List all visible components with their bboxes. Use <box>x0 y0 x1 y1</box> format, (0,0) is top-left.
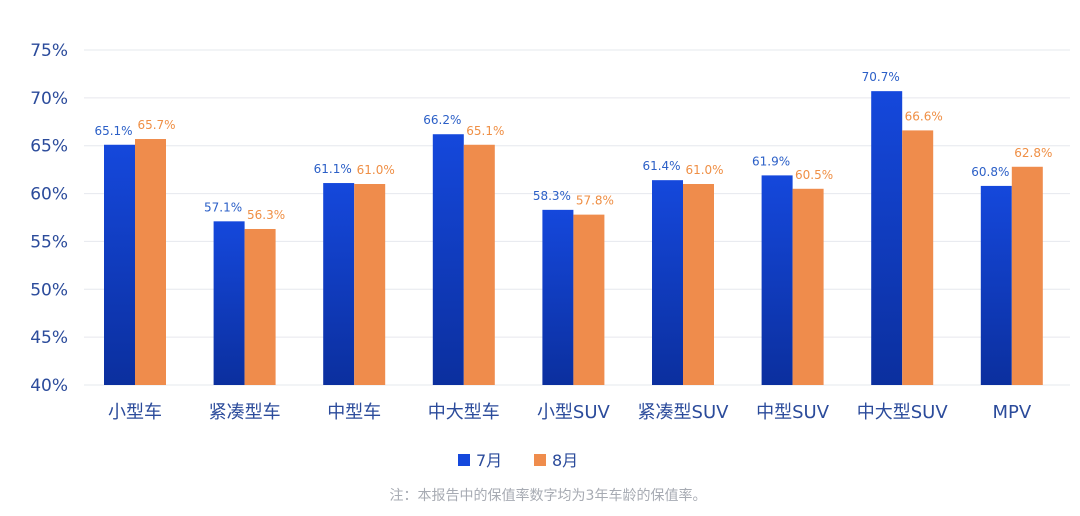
bar-july <box>871 91 903 386</box>
y-tick-label: 75% <box>30 41 68 61</box>
data-label: 58.3% <box>533 189 571 203</box>
bar-july <box>761 175 793 385</box>
bar-july <box>542 209 574 385</box>
data-label: 60.8% <box>971 165 1009 179</box>
legend-swatch <box>458 454 470 466</box>
bar-august <box>463 144 495 385</box>
y-axis-ticks: 75% 70% 65% 60% 55% 50% 45% 40% <box>30 41 68 396</box>
y-tick-label: 50% <box>30 280 68 300</box>
x-axis-ticks: 小型车 紧凑型车 中型车 中大型车 小型SUV 紧凑型SUV 中型SUV 中大型SUV MPV <box>108 402 1032 423</box>
bar-july <box>104 144 135 385</box>
bar-july <box>652 180 683 385</box>
chart-note: 注：本报告中的保值率数字均为3年车龄的保值率。 <box>390 487 707 504</box>
x-tick-label: 小型SUV <box>537 402 611 423</box>
x-tick-label: 小型车 <box>108 402 162 423</box>
data-label: 65.1% <box>466 124 504 138</box>
bar-july <box>213 221 245 385</box>
data-label: 60.5% <box>795 168 833 182</box>
legend-label: 7月 <box>476 451 502 470</box>
data-label: 62.8% <box>1014 146 1052 160</box>
y-tick-label: 45% <box>30 328 68 348</box>
data-label: 57.1% <box>204 200 242 214</box>
data-labels: 65.1% 65.7% 57.1% 56.3% 61.1% 61.0% 66.2% 65.1%… <box>94 70 1052 222</box>
data-label: 57.8% <box>576 194 614 208</box>
bar-july <box>323 183 355 385</box>
data-label: 61.0% <box>685 163 723 177</box>
bar-august <box>792 188 824 385</box>
data-label: 65.1% <box>94 124 132 138</box>
bar-august <box>902 130 934 385</box>
y-tick-label: 65% <box>30 137 68 157</box>
data-label: 70.7% <box>862 70 900 84</box>
bars <box>104 91 1043 386</box>
legend-label: 8月 <box>552 451 578 470</box>
x-tick-label: MPV <box>992 402 1031 423</box>
x-tick-label: 中型SUV <box>756 402 830 423</box>
bar-august <box>135 139 166 385</box>
bar-august <box>354 184 386 385</box>
bar-august <box>573 214 605 385</box>
y-tick-label: 60% <box>30 185 68 205</box>
data-label: 61.0% <box>357 163 395 177</box>
x-tick-label: 中大型SUV <box>857 402 949 423</box>
data-label: 65.7% <box>137 118 175 132</box>
y-tick-label: 40% <box>30 376 68 396</box>
legend-swatch <box>534 454 546 466</box>
x-tick-label: 紧凑型SUV <box>638 402 730 423</box>
x-tick-label: 紧凑型车 <box>209 402 281 423</box>
y-tick-label: 55% <box>30 232 68 252</box>
data-label: 61.1% <box>314 162 352 176</box>
data-label: 66.2% <box>423 113 461 127</box>
data-label: 66.6% <box>905 109 943 123</box>
data-label: 56.3% <box>247 208 285 222</box>
bar-july <box>432 134 464 385</box>
bar-august <box>244 228 276 385</box>
bar-august <box>683 184 714 385</box>
y-tick-label: 70% <box>30 89 68 109</box>
data-label: 61.4% <box>642 159 680 173</box>
x-tick-label: 中型车 <box>327 402 381 423</box>
bar-july <box>980 185 1012 385</box>
data-label: 61.9% <box>752 154 790 168</box>
legend: 7月 8月 <box>458 451 578 470</box>
x-tick-label: 中大型车 <box>428 402 500 423</box>
bar-august <box>1011 166 1043 385</box>
